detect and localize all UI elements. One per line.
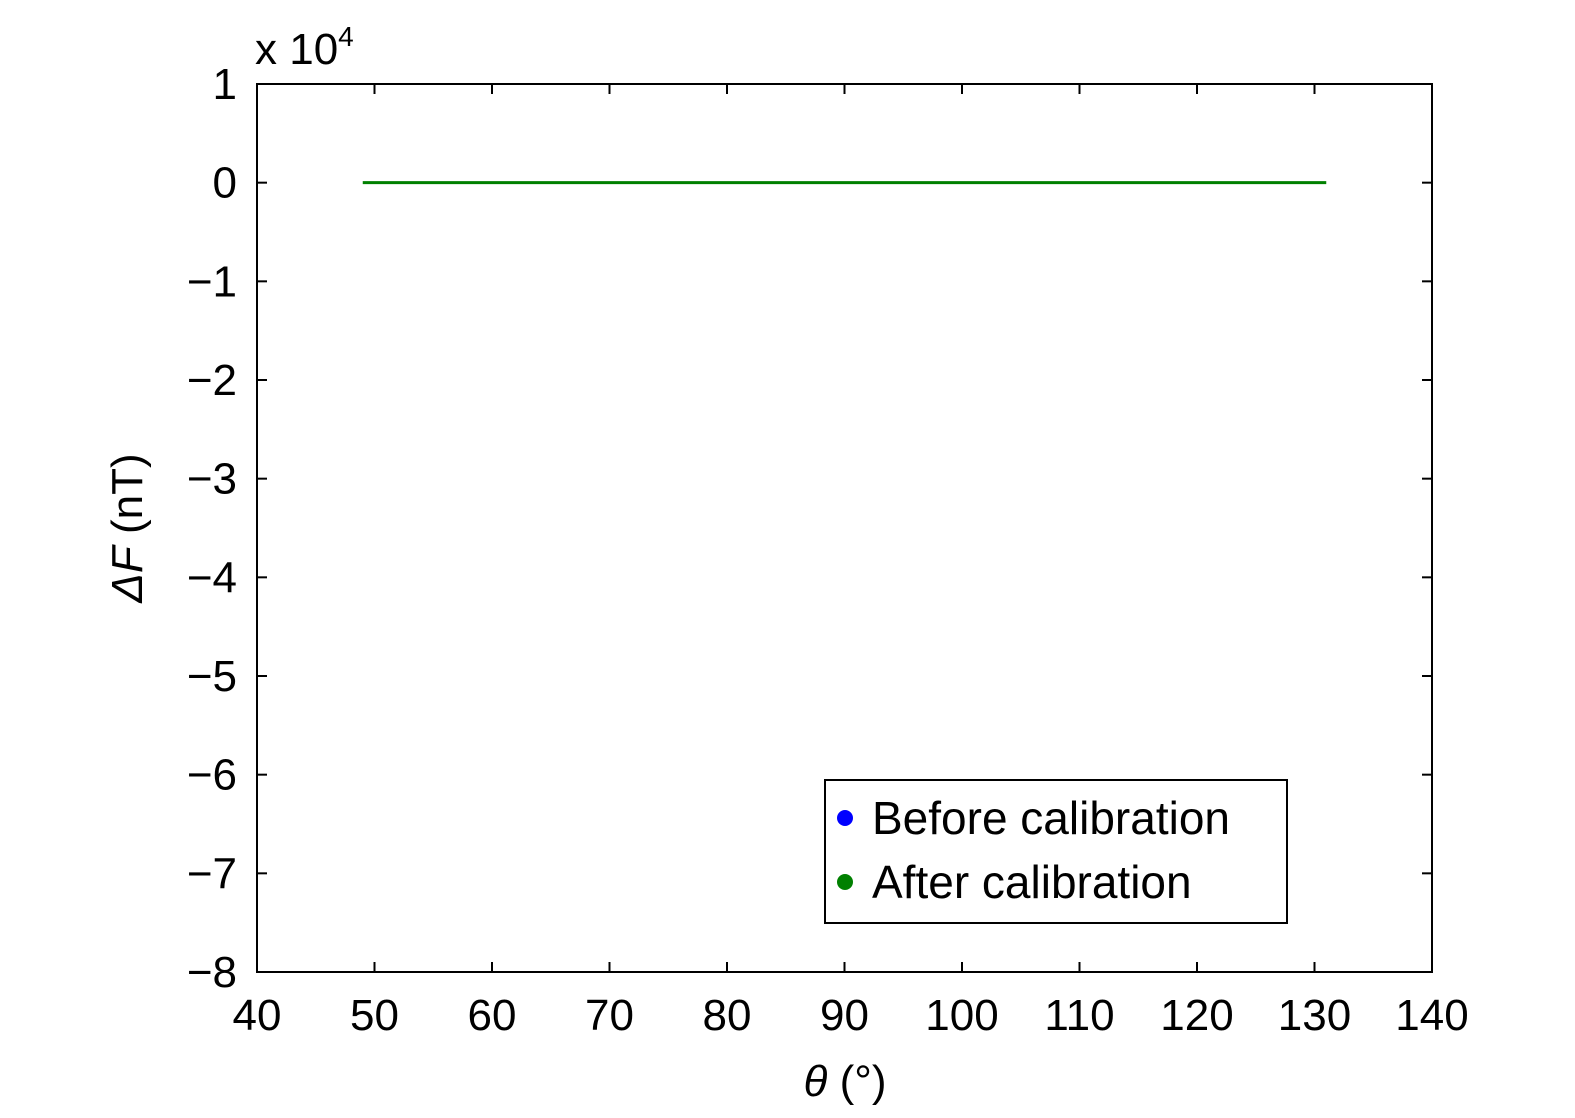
y-tick-label: 1 xyxy=(213,60,237,109)
y-tick-label: −5 xyxy=(187,652,237,701)
x-tick-label: 140 xyxy=(1395,991,1468,1040)
legend: Before calibration After calibration xyxy=(824,779,1288,924)
y-multiplier-prefix: x 10 xyxy=(255,25,338,74)
y-tick-label: −6 xyxy=(187,751,237,800)
y-multiplier-exponent: 4 xyxy=(338,21,354,52)
x-tick-label: 120 xyxy=(1160,991,1233,1040)
tick-labels: 40 50 60 70 80 90 100 110 120 130 140 1 0 −1 −2 −3 −4 −5 −… xyxy=(187,60,1469,1040)
x-tick-label: 130 xyxy=(1278,991,1351,1040)
x-tick-label: 70 xyxy=(585,991,634,1040)
legend-marker-after xyxy=(837,874,853,890)
y-tick-label: −2 xyxy=(187,356,237,405)
y-tick-label: −4 xyxy=(187,553,237,602)
x-axis-title: θ (°) xyxy=(804,1057,887,1106)
legend-label-after: After calibration xyxy=(872,856,1192,908)
y-tick-label: −8 xyxy=(187,948,237,997)
legend-label-before: Before calibration xyxy=(872,792,1230,844)
x-tick-label: 100 xyxy=(925,991,998,1040)
y-multiplier: x 104 xyxy=(255,21,354,74)
x-tick-label: 80 xyxy=(703,991,752,1040)
x-tick-label: 110 xyxy=(1044,991,1114,1040)
y-tick-label: −7 xyxy=(187,849,237,898)
legend-box xyxy=(824,779,1288,924)
y-axis-symbol: ΔF xyxy=(103,544,152,604)
ticks xyxy=(256,83,1433,973)
x-axis-unit: (°) xyxy=(827,1057,886,1106)
x-tick-label: 50 xyxy=(350,991,399,1040)
legend-marker-before xyxy=(837,810,853,826)
y-tick-label: −3 xyxy=(187,455,237,504)
y-tick-label: 0 xyxy=(213,159,237,208)
x-tick-label: 60 xyxy=(468,991,517,1040)
y-axis-title: ΔF (nT) xyxy=(103,453,152,603)
x-axis-symbol: θ xyxy=(804,1057,828,1106)
y-axis-unit: (nT) xyxy=(103,453,152,546)
y-tick-label: −1 xyxy=(187,257,237,306)
x-tick-label: 90 xyxy=(820,991,869,1040)
x-tick-label: 40 xyxy=(233,991,282,1040)
